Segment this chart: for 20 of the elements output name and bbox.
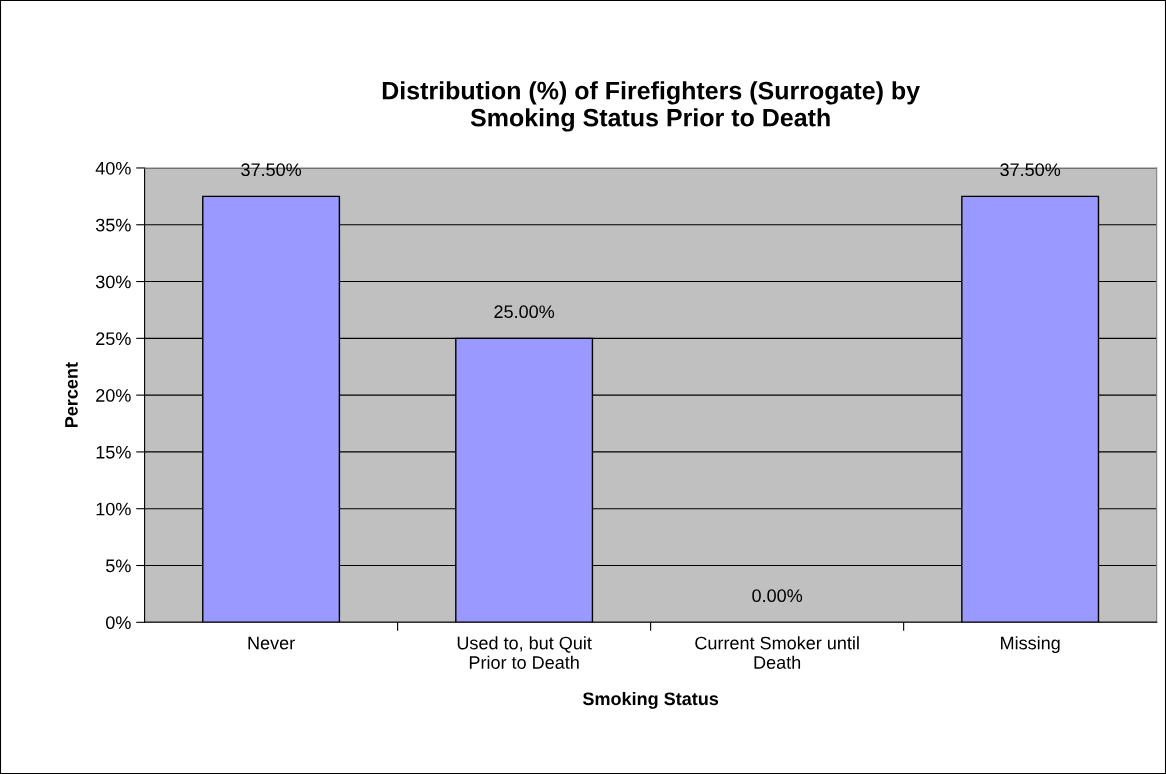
- data-label: 0.00%: [752, 589, 803, 603]
- y-tick-label: 10%: [96, 502, 131, 516]
- y-tick-label: 30%: [95, 275, 131, 289]
- y-tick-label: 25%: [96, 332, 131, 346]
- y-tick-label: 40%: [95, 161, 131, 175]
- x-tick-label: Missing: [1001, 636, 1060, 654]
- y-axis-title: Percent: [65, 362, 78, 428]
- x-tick-label: Used to, but Quit Prior to Death: [457, 636, 592, 669]
- chart-title: Distribution (%) of Firefighters (Surrogate) by Smoking Status Prior to Death: [382, 81, 920, 132]
- data-label: 37.50%: [241, 163, 302, 177]
- y-tick-label: 20%: [96, 389, 131, 402]
- data-label: 37.50%: [1000, 163, 1061, 177]
- x-tick-label: Never: [248, 636, 295, 650]
- y-tick-label: 0%: [106, 616, 131, 630]
- y-tick-label: 15%: [96, 445, 131, 459]
- y-tick-label: 5%: [106, 559, 131, 573]
- x-axis-title: Smoking Status: [582, 691, 719, 709]
- data-label: 25.00%: [494, 305, 555, 319]
- x-tick-label: Current Smoker until Death: [695, 636, 859, 669]
- y-tick-label: 35%: [95, 218, 131, 232]
